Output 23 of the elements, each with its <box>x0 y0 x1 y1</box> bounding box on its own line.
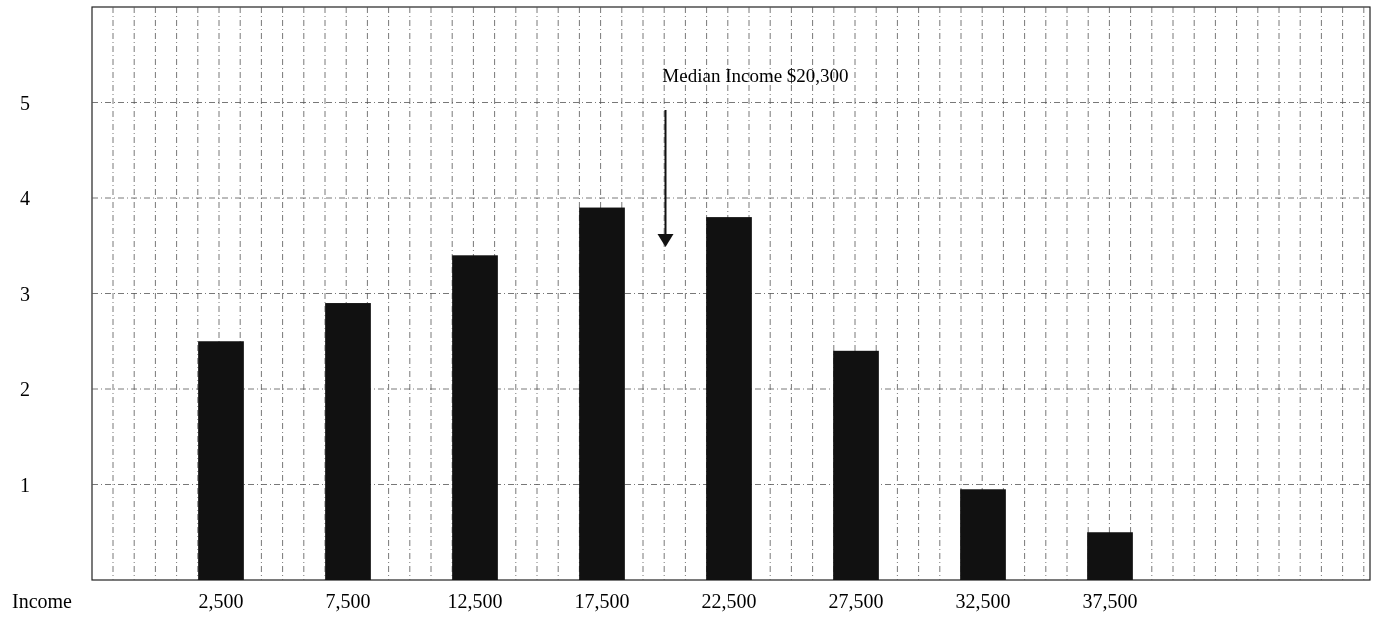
bar <box>579 207 625 580</box>
bar <box>833 350 879 580</box>
x-tick-label: 12,500 <box>447 590 503 612</box>
y-tick-label: 3 <box>20 282 30 305</box>
x-tick-label: 2,500 <box>198 590 244 612</box>
annotation: Median Income $20,300 <box>662 65 849 86</box>
bar <box>452 255 498 580</box>
y-tick-label: 2 <box>20 378 30 400</box>
x-tick-label: 17,500 <box>574 590 630 612</box>
x-axis-title: Income <box>12 590 73 612</box>
x-tick-label: 7,500 <box>325 590 371 612</box>
y-tick-label: 5 <box>20 91 30 114</box>
bar <box>1087 532 1133 580</box>
x-tick-label: 22,500 <box>701 590 757 612</box>
x-tick-label: 37,500 <box>1082 590 1138 612</box>
x-tick-label: 27,500 <box>828 590 884 612</box>
bar <box>325 303 371 580</box>
bar <box>706 217 752 580</box>
x-tick-label: 32,500 <box>955 590 1011 612</box>
y-tick-label: 1 <box>20 473 30 496</box>
bar <box>198 341 244 580</box>
bar <box>960 489 1006 580</box>
y-tick-label: 4 <box>20 187 30 209</box>
